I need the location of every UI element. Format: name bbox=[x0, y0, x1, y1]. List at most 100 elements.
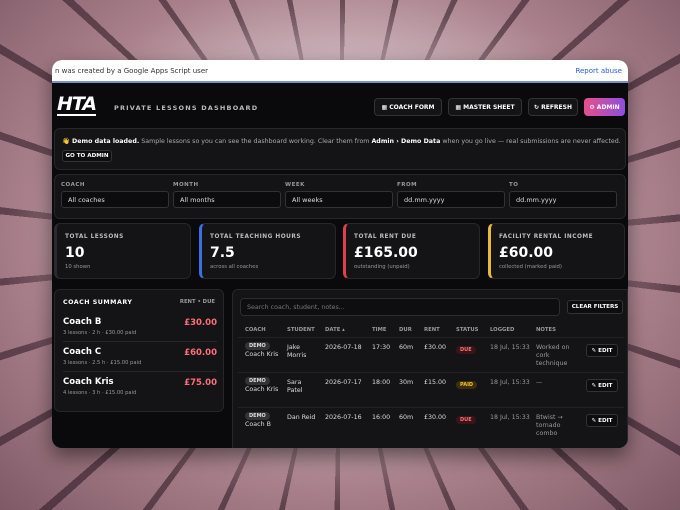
coach-name: Coach C bbox=[63, 347, 102, 357]
cell-dur: 30m bbox=[399, 379, 414, 386]
cell-student: Jake Morris bbox=[287, 344, 307, 359]
filter-select[interactable]: dd.mm.yyyy bbox=[509, 191, 617, 208]
column-header: LOGGED bbox=[490, 327, 515, 333]
status-badge: PAID bbox=[456, 381, 478, 389]
edit-button[interactable]: ✎ EDIT bbox=[586, 414, 618, 427]
stat-note: 10 shown bbox=[65, 264, 91, 270]
cell-rent: £30.00 bbox=[424, 344, 447, 351]
column-header: STATUS bbox=[456, 327, 479, 333]
column-header: NOTES bbox=[536, 327, 556, 333]
stat-note: collected (marked paid) bbox=[499, 264, 562, 270]
cell-time: 18:00 bbox=[372, 379, 391, 386]
cell-logged: 18 Jul, 15:33 bbox=[490, 379, 530, 386]
admin-button[interactable]: ⚙ ADMIN bbox=[584, 98, 625, 116]
coach-summary: COACH SUMMARY RENT • DUE Coach B 3 lesson… bbox=[54, 289, 224, 412]
edit-button[interactable]: ✎ EDIT bbox=[586, 344, 618, 357]
refresh-button[interactable]: ↻ REFRESH bbox=[528, 98, 578, 116]
notice-text: 👋 Demo data loaded. Sample lessons so yo… bbox=[62, 137, 621, 145]
coach-name: Coach B bbox=[63, 317, 102, 327]
coach-detail: 3 lessons · 2.5 h · £15.00 paid bbox=[63, 360, 142, 366]
filter-select[interactable]: All weeks bbox=[285, 191, 393, 208]
stat-note: across all coaches bbox=[210, 264, 259, 270]
logo: HTA bbox=[57, 93, 97, 116]
cell-logged: 18 Jul, 15:33 bbox=[490, 414, 530, 421]
filters: COACH All coaches MONTH All months WEEK All w… bbox=[54, 174, 626, 219]
lessons-table: Search coach, student, notes... CLEAR FI… bbox=[232, 289, 628, 448]
cell-coach: Coach B bbox=[245, 421, 271, 428]
coach-row: Coach B 3 lessons · 2 h · £30.00 paid £30.… bbox=[63, 314, 217, 342]
cell-coach: Coach Kris bbox=[245, 351, 279, 358]
stat-value: £165.00 bbox=[354, 245, 418, 261]
stat-card: TOTAL RENT DUE £165.00 outstanding (unpaid… bbox=[343, 223, 480, 279]
column-header: STUDENT bbox=[287, 327, 315, 333]
app-window: n was created by a Google Apps Script us… bbox=[52, 60, 628, 448]
demo-tag: DEMO bbox=[245, 342, 270, 350]
cell-logged: 18 Jul, 15:33 bbox=[490, 344, 530, 351]
cell-rent: £15.00 bbox=[424, 379, 447, 386]
cell-date: 2026-07-18 bbox=[325, 344, 362, 351]
stat-label: FACILITY RENTAL INCOME bbox=[499, 234, 594, 240]
coach-due: £60.00 bbox=[184, 348, 217, 358]
dashboard-title: PRIVATE LESSONS DASHBOARD bbox=[114, 104, 259, 112]
stat-card: TOTAL TEACHING HOURS 7.5 across all coache… bbox=[199, 223, 336, 279]
filter-select[interactable]: dd.mm.yyyy bbox=[397, 191, 505, 208]
filter-label: MONTH bbox=[173, 182, 199, 188]
stat-note: outstanding (unpaid) bbox=[354, 264, 410, 270]
cell-notes: Btwist → tornado combo bbox=[536, 414, 563, 437]
coach-due: £75.00 bbox=[184, 378, 217, 388]
clear-filters-button[interactable]: CLEAR FILTERS bbox=[567, 300, 623, 314]
coach-detail: 4 lessons · 3 h · £15.00 paid bbox=[63, 390, 137, 396]
stat-label: TOTAL RENT DUE bbox=[354, 234, 417, 240]
filter-select[interactable]: All coaches bbox=[61, 191, 169, 208]
banner: n was created by a Google Apps Script us… bbox=[52, 60, 628, 83]
cell-student: Dan Reid bbox=[287, 414, 316, 421]
cell-rent: £30.00 bbox=[424, 414, 447, 421]
cell-dur: 60m bbox=[399, 344, 414, 351]
column-header: DUR bbox=[399, 327, 412, 333]
coach-detail: 3 lessons · 2 h · £30.00 paid bbox=[63, 330, 137, 336]
cell-date: 2026-07-16 bbox=[325, 414, 362, 421]
stat-card: FACILITY RENTAL INCOME £60.00 collected (m… bbox=[488, 223, 625, 279]
edit-button[interactable]: ✎ EDIT bbox=[586, 379, 618, 392]
cell-coach: Coach Kris bbox=[245, 386, 279, 393]
column-header: DATE ▴ bbox=[325, 327, 345, 333]
stat-label: TOTAL LESSONS bbox=[65, 234, 124, 240]
filter-label: TO bbox=[509, 182, 519, 188]
column-header: COACH bbox=[245, 327, 266, 333]
row-separator bbox=[238, 407, 624, 408]
demo-tag: DEMO bbox=[245, 412, 270, 420]
master-sheet-button[interactable]: ▦ MASTER SHEET bbox=[448, 98, 522, 116]
stat-value: 7.5 bbox=[210, 245, 235, 261]
notice: 👋 Demo data loaded. Sample lessons so yo… bbox=[54, 128, 626, 170]
cell-notes: Worked on cork technique bbox=[536, 344, 570, 367]
coach-row: Coach C 3 lessons · 2.5 h · £15.00 paid £6… bbox=[63, 344, 217, 372]
stat-value: 10 bbox=[65, 245, 85, 261]
filter-label: COACH bbox=[61, 182, 85, 188]
notice-lead: 👋 Demo data loaded. bbox=[62, 138, 140, 145]
column-header: RENT bbox=[424, 327, 440, 333]
coach-row: Coach Kris 4 lessons · 3 h · £15.00 paid £… bbox=[63, 374, 217, 402]
cell-time: 16:00 bbox=[372, 414, 391, 421]
filter-label: WEEK bbox=[285, 182, 305, 188]
column-header: TIME bbox=[372, 327, 387, 333]
stat-value: £60.00 bbox=[499, 245, 554, 261]
report-abuse-link[interactable]: Report abuse bbox=[575, 67, 622, 75]
cell-notes: — bbox=[536, 379, 543, 386]
status-badge: DUE bbox=[456, 346, 476, 354]
filter-select[interactable]: All months bbox=[173, 191, 281, 208]
cell-date: 2026-07-17 bbox=[325, 379, 362, 386]
coach-name: Coach Kris bbox=[63, 377, 114, 387]
row-separator bbox=[238, 372, 624, 373]
search-input[interactable]: Search coach, student, notes... bbox=[240, 298, 560, 316]
stat-label: TOTAL TEACHING HOURS bbox=[210, 234, 302, 240]
go-to-admin-button[interactable]: GO TO ADMIN bbox=[62, 150, 112, 162]
status-badge: DUE bbox=[456, 416, 476, 424]
coach-due: £30.00 bbox=[184, 318, 217, 328]
notice-text-1: Sample lessons so you can see the dashbo… bbox=[139, 138, 372, 145]
banner-text: n was created by a Google Apps Script us… bbox=[55, 67, 209, 75]
coach-form-button[interactable]: ▦ COACH FORM bbox=[374, 98, 442, 116]
notice-text-2: when you go live — real submissions are … bbox=[440, 138, 621, 145]
summary-title: COACH SUMMARY bbox=[63, 299, 133, 306]
